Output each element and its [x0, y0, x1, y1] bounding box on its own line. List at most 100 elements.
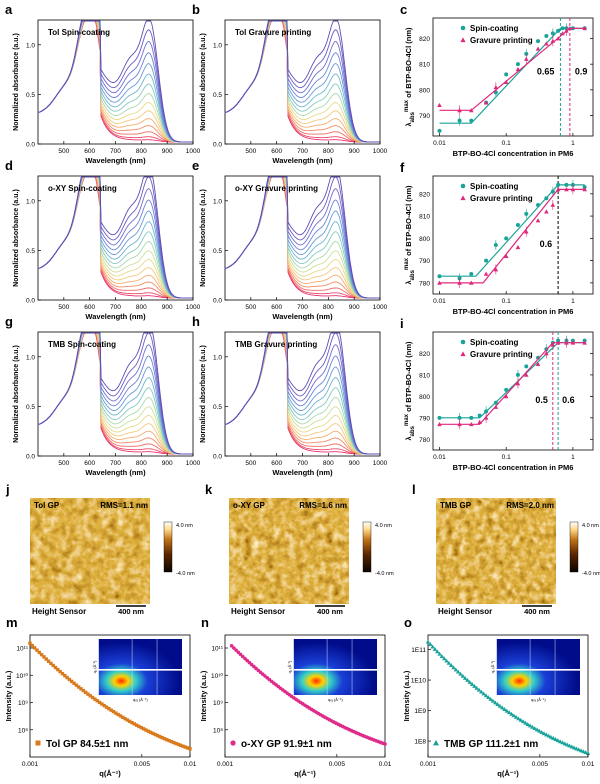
y-tick-label: 0.5: [213, 92, 222, 99]
data-point: [495, 702, 500, 707]
afm-scale-max: 4.0 nm: [375, 523, 392, 529]
data-point: [560, 31, 565, 36]
x-tick-label: 0.01: [184, 761, 197, 768]
data-point: [162, 737, 167, 741]
data-point: [49, 661, 53, 666]
data-point: [58, 669, 62, 674]
afm-scale-max: 4.0 nm: [176, 523, 193, 529]
data-point: [484, 258, 489, 263]
fit-line: [439, 27, 585, 111]
threshold-label: 0.9: [575, 67, 588, 77]
data-point: [524, 364, 529, 369]
data-point: [550, 342, 556, 347]
data-point: [86, 692, 90, 696]
x-tick-label: 900: [162, 460, 173, 467]
data-point: [582, 340, 587, 345]
y-tick-label: 1.0: [213, 198, 222, 205]
data-point: [176, 742, 181, 747]
afm-image: [436, 498, 556, 604]
y-axis-label: Intensity (a.u.): [4, 670, 13, 721]
x-tick-label: 0.1: [502, 140, 511, 147]
data-point: [437, 274, 442, 279]
y-axis-label: λabsmax of BTP-BO-4Cl (nm): [404, 341, 416, 441]
y-tick-label: 10⁹: [213, 700, 223, 707]
data-point: [544, 351, 549, 356]
legend-marker: [230, 740, 236, 746]
data-point: [451, 665, 456, 670]
data-point: [439, 653, 445, 658]
data-point: [432, 646, 438, 651]
data-point: [174, 741, 178, 746]
data-point: [160, 735, 164, 740]
y-axis-label: Normalized absorbance (a.u.): [200, 33, 207, 131]
x-tick-label: 800: [323, 304, 334, 311]
data-point: [516, 716, 521, 721]
data-point: [442, 656, 447, 661]
data-point: [536, 39, 541, 44]
data-point: [582, 187, 587, 192]
x-tick-label: 900: [349, 148, 360, 155]
data-point: [535, 361, 541, 367]
panel-letter: n: [201, 615, 209, 630]
data-point: [500, 705, 505, 710]
data-point: [550, 31, 555, 36]
y-axis-label: Intensity (a.u.): [199, 670, 208, 721]
afm-panel-l: TMB GP RMS=2.0 nm 4.0 nm -4.0 nm Height Sens…: [412, 482, 600, 616]
x-axis-label: q(Å⁻¹): [497, 769, 519, 778]
data-point: [503, 79, 509, 84]
data-point: [72, 681, 76, 686]
x-tick-label: 1000: [186, 148, 201, 155]
data-point: [493, 84, 499, 90]
afm-scale-min: -4.0 nm: [176, 571, 195, 577]
data-point: [102, 703, 106, 708]
data-point: [525, 722, 530, 727]
data-point: [153, 732, 157, 737]
y-tick-label: 0.0: [213, 454, 222, 461]
y-tick-label: 790: [419, 258, 430, 265]
plot-frame: [224, 331, 381, 457]
data-point: [76, 685, 81, 689]
data-point: [557, 739, 563, 744]
y-axis-label-part: of BTP-BO-4Cl (nm): [404, 185, 413, 258]
data-point: [560, 740, 565, 745]
data-point: [465, 677, 470, 682]
data-point: [550, 189, 555, 194]
x-tick-label: 0.01: [379, 761, 392, 768]
data-point: [56, 667, 60, 672]
panel-title: TMB Gravure printing: [235, 340, 317, 349]
data-point: [70, 679, 74, 684]
x-tick-label: 0.01: [433, 140, 446, 147]
y-tick-label: 0.5: [26, 92, 35, 99]
y-tick-label: 810: [419, 372, 430, 379]
y-axis-label-part: max: [404, 99, 410, 112]
data-point: [455, 669, 461, 674]
data-point: [515, 222, 520, 227]
panel-letter: f: [400, 160, 405, 175]
data-point: [167, 738, 171, 743]
y-tick-label: 780: [419, 280, 430, 287]
data-point: [232, 646, 236, 650]
shift-panel-i: 0.5 0.6 Spin-coating Gravure printing 0.01 0.…: [400, 316, 594, 472]
data-point: [130, 720, 134, 725]
y-tick-label: 1E10: [411, 678, 427, 685]
threshold-label: 0.6: [562, 395, 575, 405]
y-tick-label: 10¹⁰: [16, 672, 28, 680]
spectrum-line: [37, 332, 193, 455]
data-point: [469, 421, 474, 427]
data-point: [564, 340, 569, 345]
x-axis-label: BTP-BO-4Cl concentration in PM6: [453, 307, 574, 316]
x-tick-label: 800: [136, 460, 147, 467]
data-point: [481, 691, 486, 696]
x-tick-label: 800: [136, 304, 147, 311]
saxs-panel-m: q꜀ (Å⁻¹) qₓᵧ (Å⁻¹) 0.001 0.005 0.01 10¹¹ 10¹⁰ 1…: [4, 615, 197, 778]
data-point: [125, 718, 130, 722]
data-point: [556, 28, 561, 33]
data-point: [437, 415, 442, 420]
data-point: [437, 651, 442, 656]
data-point: [181, 744, 185, 748]
data-point: [472, 683, 477, 688]
data-point: [185, 746, 190, 750]
data-point: [144, 728, 148, 732]
spectrum-line: [37, 176, 193, 299]
panel-title: Tol Spin-coating: [48, 28, 110, 37]
